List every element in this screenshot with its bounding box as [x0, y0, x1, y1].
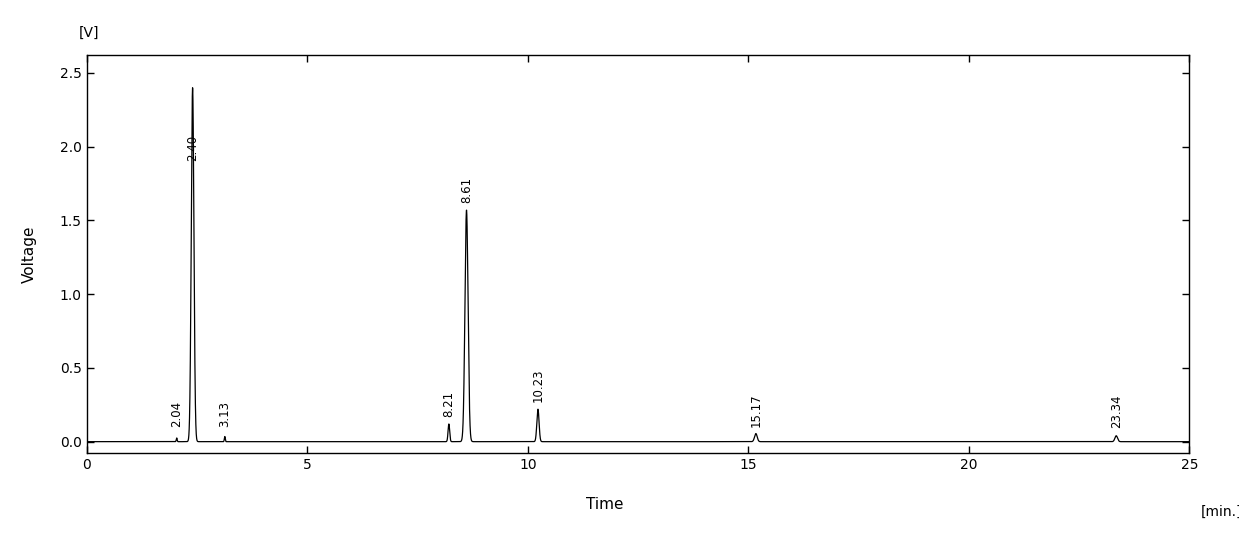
Y-axis label: Voltage: Voltage	[22, 226, 37, 283]
Text: 15.17: 15.17	[750, 393, 762, 427]
Text: 3.13: 3.13	[218, 401, 232, 427]
Text: 2.40: 2.40	[186, 135, 199, 161]
Text: [V]: [V]	[79, 25, 99, 39]
Text: 8.21: 8.21	[442, 390, 456, 416]
Text: 2.04: 2.04	[170, 401, 183, 427]
Text: 8.61: 8.61	[460, 176, 473, 203]
Text: [min.]: [min.]	[1201, 505, 1239, 519]
Text: 23.34: 23.34	[1110, 395, 1123, 429]
Text: 10.23: 10.23	[532, 368, 544, 402]
X-axis label: Time: Time	[586, 497, 623, 512]
